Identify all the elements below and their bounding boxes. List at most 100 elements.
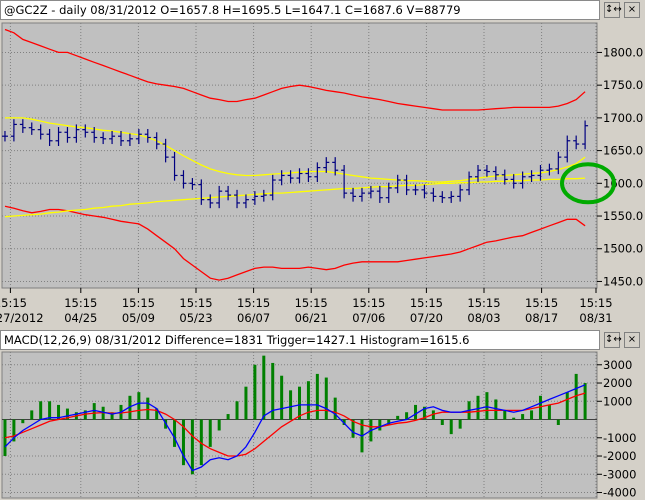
price-x-tick-label: 15:15 (525, 296, 558, 310)
histogram-bar (306, 381, 310, 420)
price-close-icon[interactable]: × (624, 2, 640, 18)
histogram-bar (262, 355, 266, 420)
price-y-tick-label: 1650.0 (603, 144, 643, 158)
histogram-bar (83, 410, 87, 420)
histogram-bar (48, 401, 52, 420)
macd-close-icon[interactable]: × (624, 332, 640, 348)
price-x-tick-label: 05/23 (179, 311, 212, 325)
price-chart-pane: @GC2Z - daily 08/31/2012 O=1657.8 H=1695… (0, 0, 644, 325)
price-y-tick-label: 1700.0 (603, 111, 643, 125)
histogram-bar (244, 386, 248, 420)
price-x-tick-label: 15:15 (64, 296, 97, 310)
price-x-tick-label: 15:15 (122, 296, 155, 310)
histogram-bar (146, 397, 150, 420)
lower-band-line (4, 205, 586, 281)
histogram-bar (57, 404, 61, 420)
histogram-bar (565, 392, 569, 420)
price-plot-area (1, 22, 598, 289)
price-x-tick-label: 15:15 (352, 296, 385, 310)
price-sync-icon[interactable]: ↕↔ (604, 2, 622, 18)
histogram-bar (351, 419, 355, 438)
price-chart: 1800.0 1750.0 1700.0 1650.0 1600.0 1550.0 1500… (0, 22, 643, 325)
price-x-tick-label: 15:15 (295, 296, 328, 310)
price-x-tick-label: 15:15 (237, 296, 270, 310)
histogram-bar (253, 364, 257, 420)
histogram-bar (485, 392, 489, 420)
histogram-bar (547, 404, 551, 420)
histogram-bar (30, 410, 34, 420)
histogram-bar (574, 373, 578, 420)
price-y-tick-label: 1450.0 (603, 274, 643, 288)
long-average-line (4, 177, 586, 218)
histogram-bar (538, 395, 542, 420)
histogram-bar (556, 419, 560, 425)
histogram-bar (405, 412, 409, 420)
histogram-bar (39, 401, 43, 420)
histogram-bar (315, 373, 319, 420)
histogram-bar (199, 419, 203, 466)
highlight-circle (560, 162, 616, 205)
macd-line (4, 384, 586, 472)
moving-average-line (5, 117, 586, 183)
histogram-bar (226, 414, 230, 420)
histogram-bar (521, 414, 525, 420)
macd-y-tick-label: 2000 (603, 376, 632, 390)
price-x-tick-label: 08/17 (525, 311, 558, 325)
trigger-line (4, 392, 586, 457)
macd-y-tick-label: -2000 (603, 449, 636, 463)
price-x-tick-label: 07/20 (410, 311, 443, 325)
histogram-bar (208, 419, 212, 447)
histogram-bar (396, 415, 400, 420)
price-y-tick-label: 1600.0 (603, 176, 643, 190)
macd-chart-header: MACD(12,26,9) 08/31/2012 Difference=1831… (0, 330, 600, 350)
price-x-tick-label: 08/03 (467, 311, 500, 325)
price-x-tick-label: 15:15 (0, 296, 27, 310)
macd-y-tick-label: -1000 (603, 431, 636, 445)
histogram-bar (431, 410, 435, 420)
histogram-bar (190, 419, 194, 475)
histogram-bar (137, 392, 141, 420)
macd-sync-icon[interactable]: ↕↔ (604, 332, 622, 348)
histogram-bar (342, 419, 346, 425)
histogram-bar (65, 408, 69, 420)
histogram-bar (530, 410, 534, 420)
histogram-bar (110, 412, 114, 420)
price-y-tick-label: 1550.0 (603, 209, 643, 223)
price-x-tick-label: 04/25 (64, 311, 97, 325)
histogram-bar (12, 419, 16, 442)
histogram-bar (583, 383, 587, 420)
price-x-tick-label: 06/21 (295, 311, 328, 325)
histogram-bar (449, 419, 453, 435)
histogram-bar (494, 399, 498, 420)
histogram-bar (289, 390, 293, 420)
histogram-bar (378, 419, 382, 431)
price-y-tick-label: 1500.0 (603, 242, 643, 256)
histogram-bar (387, 419, 391, 425)
macd-y-tick-label: -3000 (603, 467, 636, 481)
histogram-bar (280, 375, 284, 420)
histogram-bar (476, 395, 480, 420)
histogram-bar (458, 419, 462, 429)
histogram-bar (92, 403, 96, 420)
histogram-bar (422, 406, 426, 420)
price-x-tick-label: 08/31 (579, 311, 612, 325)
histogram-bar (503, 410, 507, 420)
histogram-bar (235, 401, 239, 420)
histogram-bar (155, 408, 159, 420)
histogram-bar (440, 419, 444, 425)
price-x-tick-label: 15:15 (179, 296, 212, 310)
histogram-bar (414, 404, 418, 420)
price-x-tick-label: 07/06 (352, 311, 385, 325)
macd-y-tick-label: -4000 (603, 486, 636, 500)
histogram-bar (333, 397, 337, 420)
histogram-bar (181, 419, 185, 466)
macd-y-tick-label: 3000 (603, 358, 632, 372)
histogram-bar (173, 419, 177, 447)
histogram-bar (512, 417, 516, 420)
histogram-bar (271, 362, 275, 420)
histogram-bar (217, 419, 221, 431)
price-x-tick-label: 15:15 (467, 296, 500, 310)
macd-chart: 3000 2000 1000 -1000 -2000 -3000 -4000 (1, 351, 636, 500)
histogram-bar (3, 419, 7, 457)
price-chart-header: @GC2Z - daily 08/31/2012 O=1657.8 H=1695… (0, 0, 600, 20)
